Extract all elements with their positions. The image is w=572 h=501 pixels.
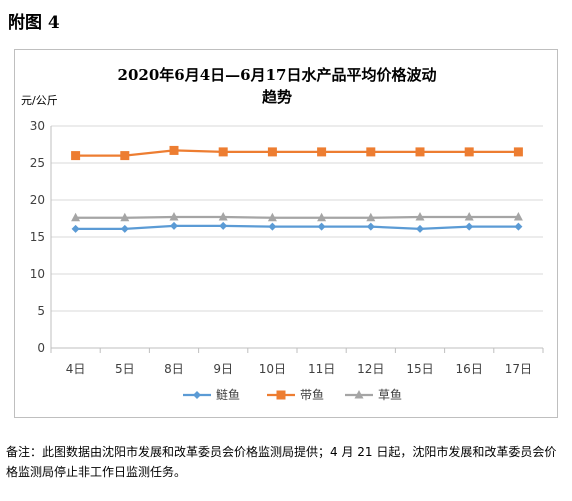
data-point (416, 224, 424, 233)
line-chart: 2020年6月4日—6月17日水产品平均价格波动 趋势 元/公斤 0 5 10 15 2… (21, 66, 544, 402)
data-point (120, 212, 130, 222)
y-tick-label: 10 (30, 267, 45, 281)
data-point (464, 212, 474, 221)
data-point (366, 212, 376, 222)
y-tick-label: 5 (37, 304, 45, 318)
chart-area: 2020年6月4日—6月17日水产品平均价格波动 趋势 元/公斤 0 5 10 15 2… (14, 49, 558, 418)
data-point (267, 147, 277, 157)
y-tick-label: 0 (37, 341, 45, 355)
x-tick-label: 16日 (456, 362, 483, 376)
data-point (415, 212, 425, 221)
legend-label: 带鱼 (300, 388, 324, 402)
x-tick-label: 15日 (406, 362, 433, 376)
data-point (218, 212, 228, 221)
data-point (267, 212, 277, 222)
x-tick-label: 12日 (357, 362, 384, 376)
x-tick-label: 11日 (308, 362, 335, 376)
legend-marker (193, 391, 201, 399)
chart-title: 2020年6月4日—6月17日水产品平均价格波动 (118, 66, 437, 84)
data-point (513, 147, 523, 157)
data-point (464, 147, 474, 157)
footnote: 备注：此图数据由沈阳市发展和改革委员会价格监测局提供；4 月 21 日起，沈阳市… (6, 445, 557, 479)
legend-label: 草鱼 (378, 388, 402, 402)
data-point (268, 222, 277, 231)
x-tick-label: 4日 (66, 362, 86, 376)
y-axis-unit-label: 元/公斤 (21, 94, 58, 107)
x-tick-label: 8日 (164, 362, 184, 376)
data-point (169, 145, 179, 155)
y-tick-label: 25 (30, 156, 45, 170)
data-point (317, 147, 327, 157)
data-point (317, 212, 327, 222)
data-point (218, 147, 228, 157)
legend-label: 鲢鱼 (216, 387, 240, 402)
data-point (366, 222, 375, 231)
data-point (71, 212, 81, 222)
data-point (514, 222, 523, 231)
data-point (169, 212, 179, 221)
data-point (465, 222, 474, 231)
x-tick-label: 10日 (259, 362, 286, 376)
data-point (120, 151, 130, 161)
y-tick-label: 30 (30, 119, 45, 133)
series-line (75, 149, 519, 157)
figure-label: 附图 4 (8, 13, 60, 33)
data-point (120, 224, 129, 233)
data-point (219, 221, 228, 230)
x-tick-label: 17日 (505, 362, 532, 376)
series-line (75, 215, 519, 219)
data-point (71, 224, 80, 233)
x-tick-label: 9日 (213, 362, 233, 376)
data-point (415, 147, 425, 157)
legend-marker (276, 390, 286, 400)
data-point (513, 212, 523, 221)
series-line (75, 224, 519, 230)
data-point (170, 221, 178, 230)
data-point (71, 151, 81, 161)
x-tick-label: 5日 (115, 362, 135, 376)
y-tick-label: 20 (30, 193, 45, 207)
chart-title-line2: 趋势 (262, 88, 292, 106)
legend-marker (354, 390, 364, 399)
data-point (317, 222, 326, 231)
y-tick-label: 15 (30, 230, 45, 244)
data-point (366, 147, 376, 157)
